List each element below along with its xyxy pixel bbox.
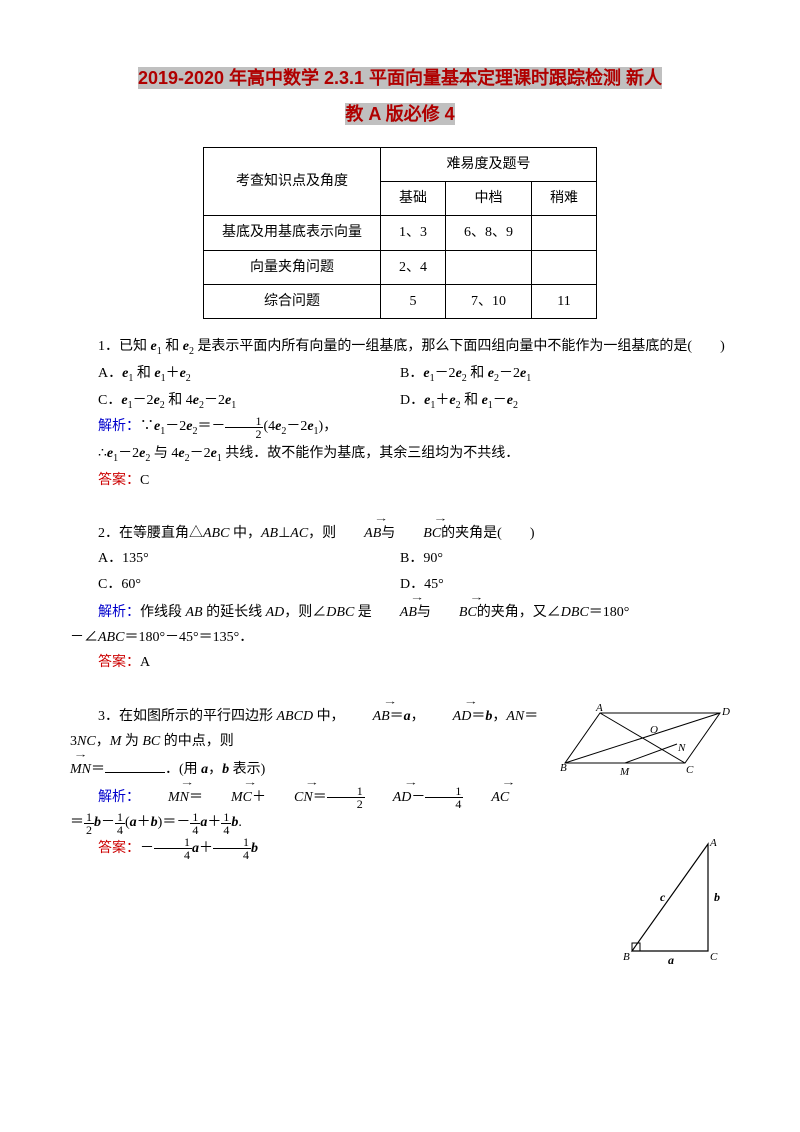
q2-solution: 解析：作线段 AB 的延长线 AD，则∠DBC 是AB与BC的夹角，又∠DBC＝… — [70, 597, 730, 625]
th-diff: 难易度及题号 — [381, 148, 597, 182]
q1-stem: 1．已知 e1 和 e2 是表示平面内所有向量的一组基底，那么下面四组向量中不能… — [70, 334, 730, 361]
doc-title: 2019-2020 年高中数学 2.3.1 平面向量基本定理课时跟踪检测 新人 … — [70, 60, 730, 132]
svg-text:M: M — [619, 766, 630, 778]
r2c1: 向量夹角问题 — [204, 250, 381, 284]
svg-text:C: C — [710, 951, 718, 963]
svg-text:O: O — [650, 724, 658, 736]
q1-solution: 解析：∵e1－2e2＝－12(4e2－2e1)， — [70, 414, 730, 441]
svg-text:c: c — [660, 890, 666, 904]
r1c2: 1、3 — [381, 216, 446, 250]
svg-text:B: B — [560, 762, 567, 774]
svg-text:b: b — [714, 890, 720, 904]
svg-text:A: A — [595, 702, 603, 714]
r1c4 — [532, 216, 597, 250]
th-basic: 基础 — [381, 182, 446, 216]
q1-options-row1: A．e1 和 e1＋e2 B．e1－2e2 和 e2－2e1 — [70, 361, 730, 388]
q2-answer: 答案：A — [70, 650, 730, 675]
q1-solution-2: ∴e1－2e2 与 4e2－2e1 共线．故不能作为基底，其余三组均为不共线． — [70, 441, 730, 468]
th-mid: 中档 — [446, 182, 532, 216]
q2-solution-2: －∠ABC＝180°－45°＝135°． — [70, 625, 730, 650]
title-line-2: 教 A 版必修 4 — [345, 103, 454, 125]
svg-text:a: a — [668, 953, 674, 966]
svg-text:N: N — [677, 742, 686, 754]
difficulty-table: 考查知识点及角度 难易度及题号 基础 中档 稍难 基底及用基底表示向量 1、3 … — [203, 147, 597, 319]
q1-options-row2: C．e1－2e2 和 4e2－2e1 D．e1＋e2 和 e1－e2 — [70, 388, 730, 415]
q3-solution: 解析：MN＝MC＋CN＝12AD－14AC — [70, 782, 730, 810]
q2-options-row1: A．135° B．90° — [70, 546, 730, 571]
r3c3: 7、10 — [446, 284, 532, 318]
r3c1: 综合问题 — [204, 284, 381, 318]
svg-text:B: B — [623, 951, 630, 963]
triangle-figure: A B C a b c — [620, 836, 730, 966]
r2c4 — [532, 250, 597, 284]
r1c3: 6、8、9 — [446, 216, 532, 250]
parallelogram-figure: A D B C M N O — [560, 701, 730, 781]
r2c3 — [446, 250, 532, 284]
r1c1: 基底及用基底表示向量 — [204, 216, 381, 250]
q2-stem: 2．在等腰直角△ABC 中，AB⊥AC，则AB与BC的夹角是( ) — [70, 518, 730, 546]
svg-text:C: C — [686, 764, 694, 776]
svg-text:D: D — [721, 706, 730, 718]
q3-solution-2: ＝12b－14(a＋b)＝－14a＋14b. — [70, 810, 730, 835]
title-line-1: 2019-2020 年高中数学 2.3.1 平面向量基本定理课时跟踪检测 新人 — [138, 67, 662, 89]
r3c2: 5 — [381, 284, 446, 318]
r3c4: 11 — [532, 284, 597, 318]
r2c2: 2、4 — [381, 250, 446, 284]
svg-text:A: A — [709, 837, 717, 849]
th-topic: 考查知识点及角度 — [204, 148, 381, 216]
th-hard: 稍难 — [532, 182, 597, 216]
q1-answer: 答案：C — [70, 468, 730, 493]
